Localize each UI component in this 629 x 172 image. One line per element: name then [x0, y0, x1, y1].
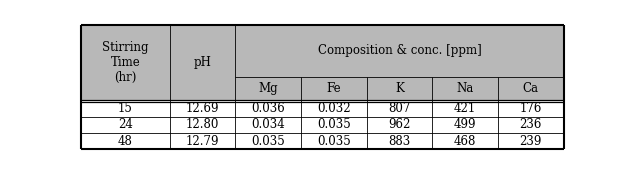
Text: 0.032: 0.032	[317, 102, 350, 115]
Bar	[81, 101, 564, 149]
Text: 468: 468	[454, 135, 476, 148]
Text: 176: 176	[520, 102, 542, 115]
Text: 807: 807	[388, 102, 411, 115]
Text: 0.036: 0.036	[251, 102, 285, 115]
Text: Ca: Ca	[523, 82, 539, 95]
Text: Mg: Mg	[259, 82, 278, 95]
Text: 0.035: 0.035	[317, 135, 350, 148]
Text: 0.034: 0.034	[251, 119, 285, 131]
Text: 0.035: 0.035	[251, 135, 285, 148]
Text: 421: 421	[454, 102, 476, 115]
Text: 12.69: 12.69	[186, 102, 219, 115]
Text: 48: 48	[118, 135, 133, 148]
Text: 0.035: 0.035	[317, 119, 350, 131]
Text: Fe: Fe	[326, 82, 341, 95]
Text: Na: Na	[457, 82, 474, 95]
Text: 24: 24	[118, 119, 133, 131]
Text: 239: 239	[520, 135, 542, 148]
Text: 499: 499	[454, 119, 476, 131]
Text: K: K	[395, 82, 404, 95]
Text: 236: 236	[520, 119, 542, 131]
Bar	[81, 25, 564, 101]
Text: 12.80: 12.80	[186, 119, 219, 131]
Text: 12.79: 12.79	[186, 135, 219, 148]
Text: 883: 883	[388, 135, 411, 148]
Text: Stirring
Time
(hr): Stirring Time (hr)	[102, 41, 148, 84]
Text: pH: pH	[194, 56, 211, 69]
Text: 962: 962	[388, 119, 411, 131]
Text: 15: 15	[118, 102, 133, 115]
Text: Composition & conc. [ppm]: Composition & conc. [ppm]	[318, 44, 481, 57]
